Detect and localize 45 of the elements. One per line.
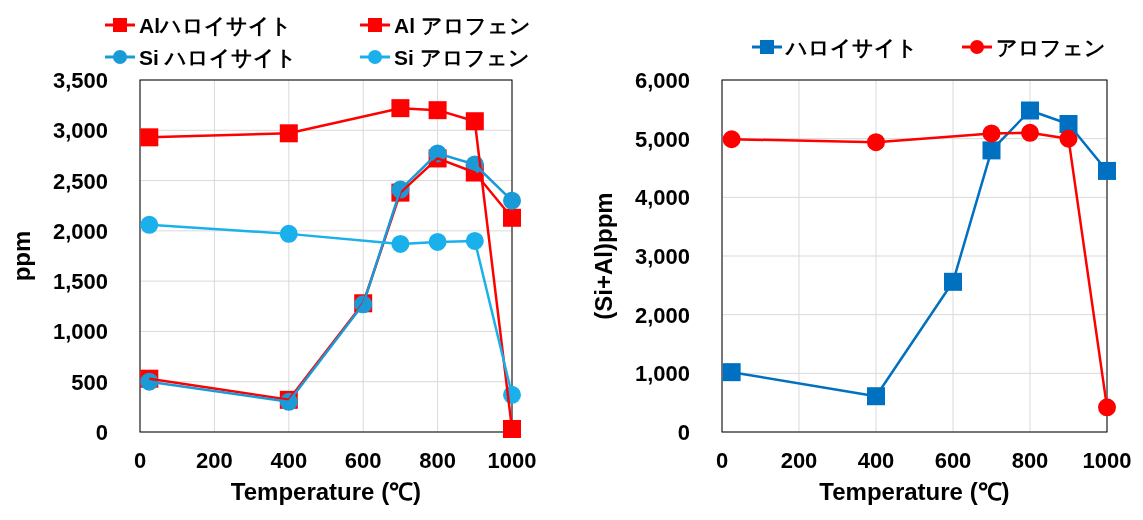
y-tick-label: 500 <box>71 369 108 395</box>
point <box>140 215 159 234</box>
x-tick-label: 400 <box>270 448 308 473</box>
legend-label: Alハロイサイト <box>139 14 292 37</box>
y-tick-label: 3,500 <box>52 68 108 93</box>
y-tick-label: 2,000 <box>634 302 690 328</box>
y-tick-label: 2,500 <box>52 168 108 194</box>
point <box>1098 161 1116 180</box>
y-tick-label: 3,000 <box>634 244 690 269</box>
x-axis-title: Temperature (℃) <box>230 478 422 505</box>
y-tick-label: 5,000 <box>634 126 690 152</box>
point <box>140 128 159 147</box>
x-tick-label: 600 <box>934 448 972 473</box>
x-tick-label: 1000 <box>487 448 537 473</box>
x-tick-label: 200 <box>780 448 818 473</box>
y-tick-label: 1,000 <box>634 361 690 387</box>
y-tick-label: 3,000 <box>52 118 108 144</box>
x-tick-label: 800 <box>1011 448 1049 473</box>
x-tick-label: 600 <box>344 448 382 473</box>
point <box>1098 398 1116 417</box>
legend-label: Al アロフェン <box>394 14 531 37</box>
legend-label: Si ハロイサイト <box>139 46 297 69</box>
x-tick-label: 0 <box>133 448 147 473</box>
point <box>722 363 741 382</box>
y-tick-label: 1,000 <box>52 319 108 345</box>
legend-label: Si アロフェン <box>394 46 530 69</box>
y-tick-label: 6,000 <box>634 68 690 93</box>
legend-label: ハロイサイト <box>784 36 918 59</box>
y-tick-label: 1,500 <box>52 269 108 295</box>
x-tick-label: 200 <box>196 448 233 473</box>
y-tick-label: 0 <box>677 420 690 445</box>
x-axis-title: Temperature (℃) <box>819 478 1010 505</box>
y-tick-label: 0 <box>95 420 108 445</box>
legend-label: アロフェン <box>996 36 1106 59</box>
y-tick-label: 4,000 <box>634 185 690 211</box>
y-axis-title: (Si+Al)ppm <box>590 192 617 320</box>
x-tick-label: 1000 <box>1082 448 1132 473</box>
x-tick-label: 0 <box>715 448 729 473</box>
x-tick-label: 800 <box>419 448 456 473</box>
x-tick-label: 400 <box>857 448 895 473</box>
point <box>503 191 521 210</box>
point <box>503 208 521 227</box>
y-axis-title: ppm <box>8 230 35 282</box>
point <box>503 419 521 438</box>
y-tick-label: 2,000 <box>52 218 108 244</box>
